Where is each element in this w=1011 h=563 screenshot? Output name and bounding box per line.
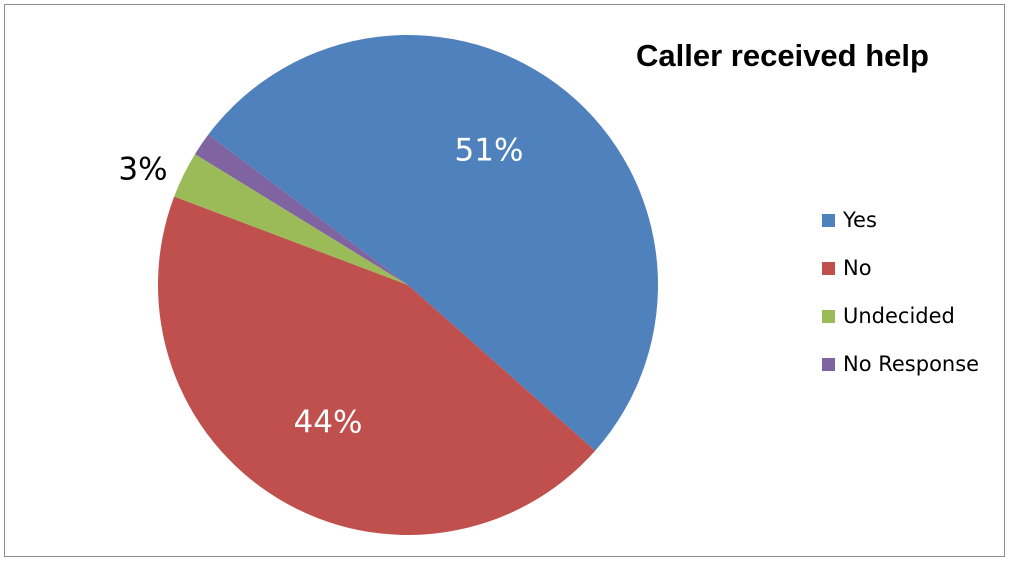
data-label-undecided: 3% [118,152,167,188]
legend-label-no-response: No Response [843,352,980,376]
chart-title: Caller received help [636,38,929,73]
legend-item-undecided: Undecided [822,292,979,340]
pie-slice-no [158,196,596,535]
legend-label-no: No [843,256,872,280]
data-label-no: 44% [294,405,363,441]
legend-swatch-no [822,261,835,275]
data-label-yes: 51% [455,133,524,169]
legend-label-yes: Yes [843,208,877,232]
legend-item-no-response: No Response [822,340,979,388]
legend: Yes No Undecided No Response [822,196,979,388]
legend-swatch-undecided [822,309,835,323]
pie-slice-yes [208,35,658,451]
legend-item-yes: Yes [822,196,979,244]
legend-swatch-no-response [822,357,835,371]
legend-item-no: No [822,244,979,292]
legend-label-undecided: Undecided [843,304,955,328]
pie-slice-no-response [195,134,408,285]
pie-slice-undecided [174,154,408,285]
legend-swatch-yes [822,213,835,227]
